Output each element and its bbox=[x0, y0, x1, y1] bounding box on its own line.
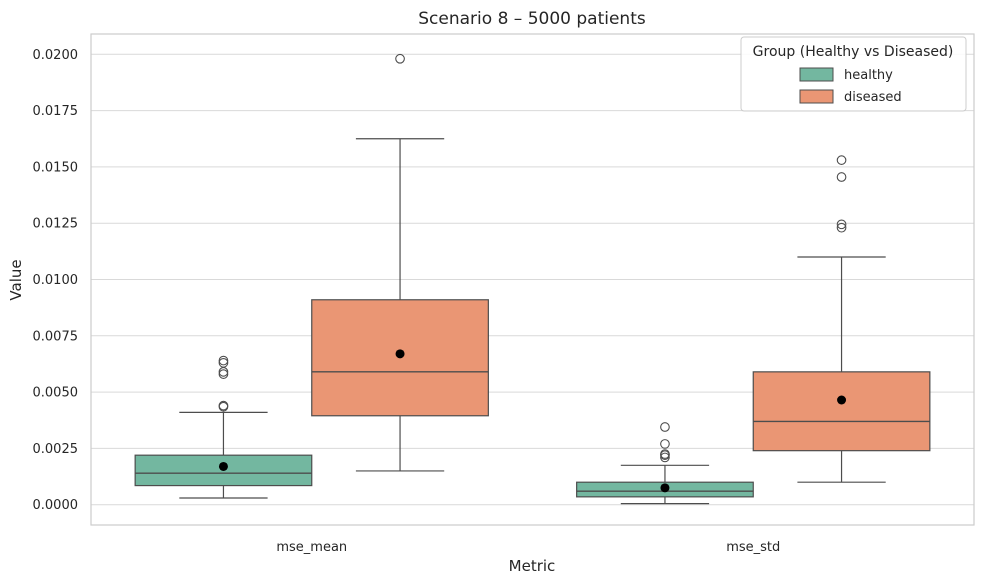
x-tick-label-mse-mean: mse_mean bbox=[276, 540, 347, 555]
outlier-point bbox=[660, 422, 670, 432]
box-diseased-mse-mean bbox=[311, 53, 489, 472]
legend-label-diseased: diseased bbox=[844, 90, 902, 105]
x-axis-title: Metric bbox=[509, 557, 556, 575]
y-tick-label: 0.0200 bbox=[33, 48, 79, 63]
outlier-point bbox=[218, 357, 229, 368]
legend-frame bbox=[740, 36, 967, 112]
y-tick-label: 0.0050 bbox=[33, 386, 79, 401]
y-tick-label: 0.0100 bbox=[33, 273, 79, 288]
y-tick-label: 0.0175 bbox=[33, 104, 79, 119]
legend-swatch-healthy bbox=[799, 67, 834, 82]
outlier-point bbox=[218, 355, 229, 366]
outlier-point bbox=[395, 53, 405, 64]
outlier-point bbox=[660, 439, 670, 449]
outlier-point bbox=[836, 172, 847, 182]
outlier-point bbox=[218, 400, 229, 411]
plot-marks bbox=[134, 53, 931, 505]
y-tick-label: 0.0025 bbox=[33, 442, 79, 457]
y-tick-labels: 0.0000 0.0025 0.0050 0.0075 0.0100 0.0125 0.01… bbox=[33, 48, 79, 513]
y-tick-label: 0.0125 bbox=[33, 217, 79, 232]
box-healthy-mse-std bbox=[576, 422, 754, 505]
x-tick-labels: mse_mean mse_std bbox=[276, 540, 780, 555]
outlier-point bbox=[836, 155, 847, 165]
chart-title: Scenario 8 – 5000 patients bbox=[418, 9, 646, 29]
legend-swatch-diseased bbox=[799, 89, 834, 104]
mean-point bbox=[837, 395, 847, 405]
outlier-point bbox=[218, 369, 229, 379]
grid-lines bbox=[91, 53, 974, 506]
legend-label-healthy: healthy bbox=[844, 68, 893, 83]
box-diseased-mse-std bbox=[752, 155, 931, 483]
mean-point bbox=[660, 483, 670, 493]
x-tick-label-mse-std: mse_std bbox=[726, 540, 780, 555]
outlier-point bbox=[836, 222, 847, 233]
y-tick-label: 0.0000 bbox=[33, 498, 79, 513]
outlier-point bbox=[660, 449, 670, 459]
outlier-point bbox=[660, 452, 670, 463]
plot-frame bbox=[90, 33, 975, 526]
y-tick-label: 0.0150 bbox=[33, 160, 79, 175]
y-axis-title: Value bbox=[7, 259, 25, 300]
outlier-point bbox=[836, 219, 847, 230]
mean-point bbox=[218, 461, 228, 471]
legend-title: Group (Healthy vs Diseased) bbox=[753, 44, 954, 60]
legend: Group (Healthy vs Diseased) healthy dise… bbox=[740, 36, 967, 112]
box-iqr bbox=[752, 371, 931, 452]
box-healthy-mse-mean bbox=[134, 355, 313, 499]
y-tick-label: 0.0075 bbox=[33, 329, 79, 344]
mean-point bbox=[395, 349, 405, 359]
